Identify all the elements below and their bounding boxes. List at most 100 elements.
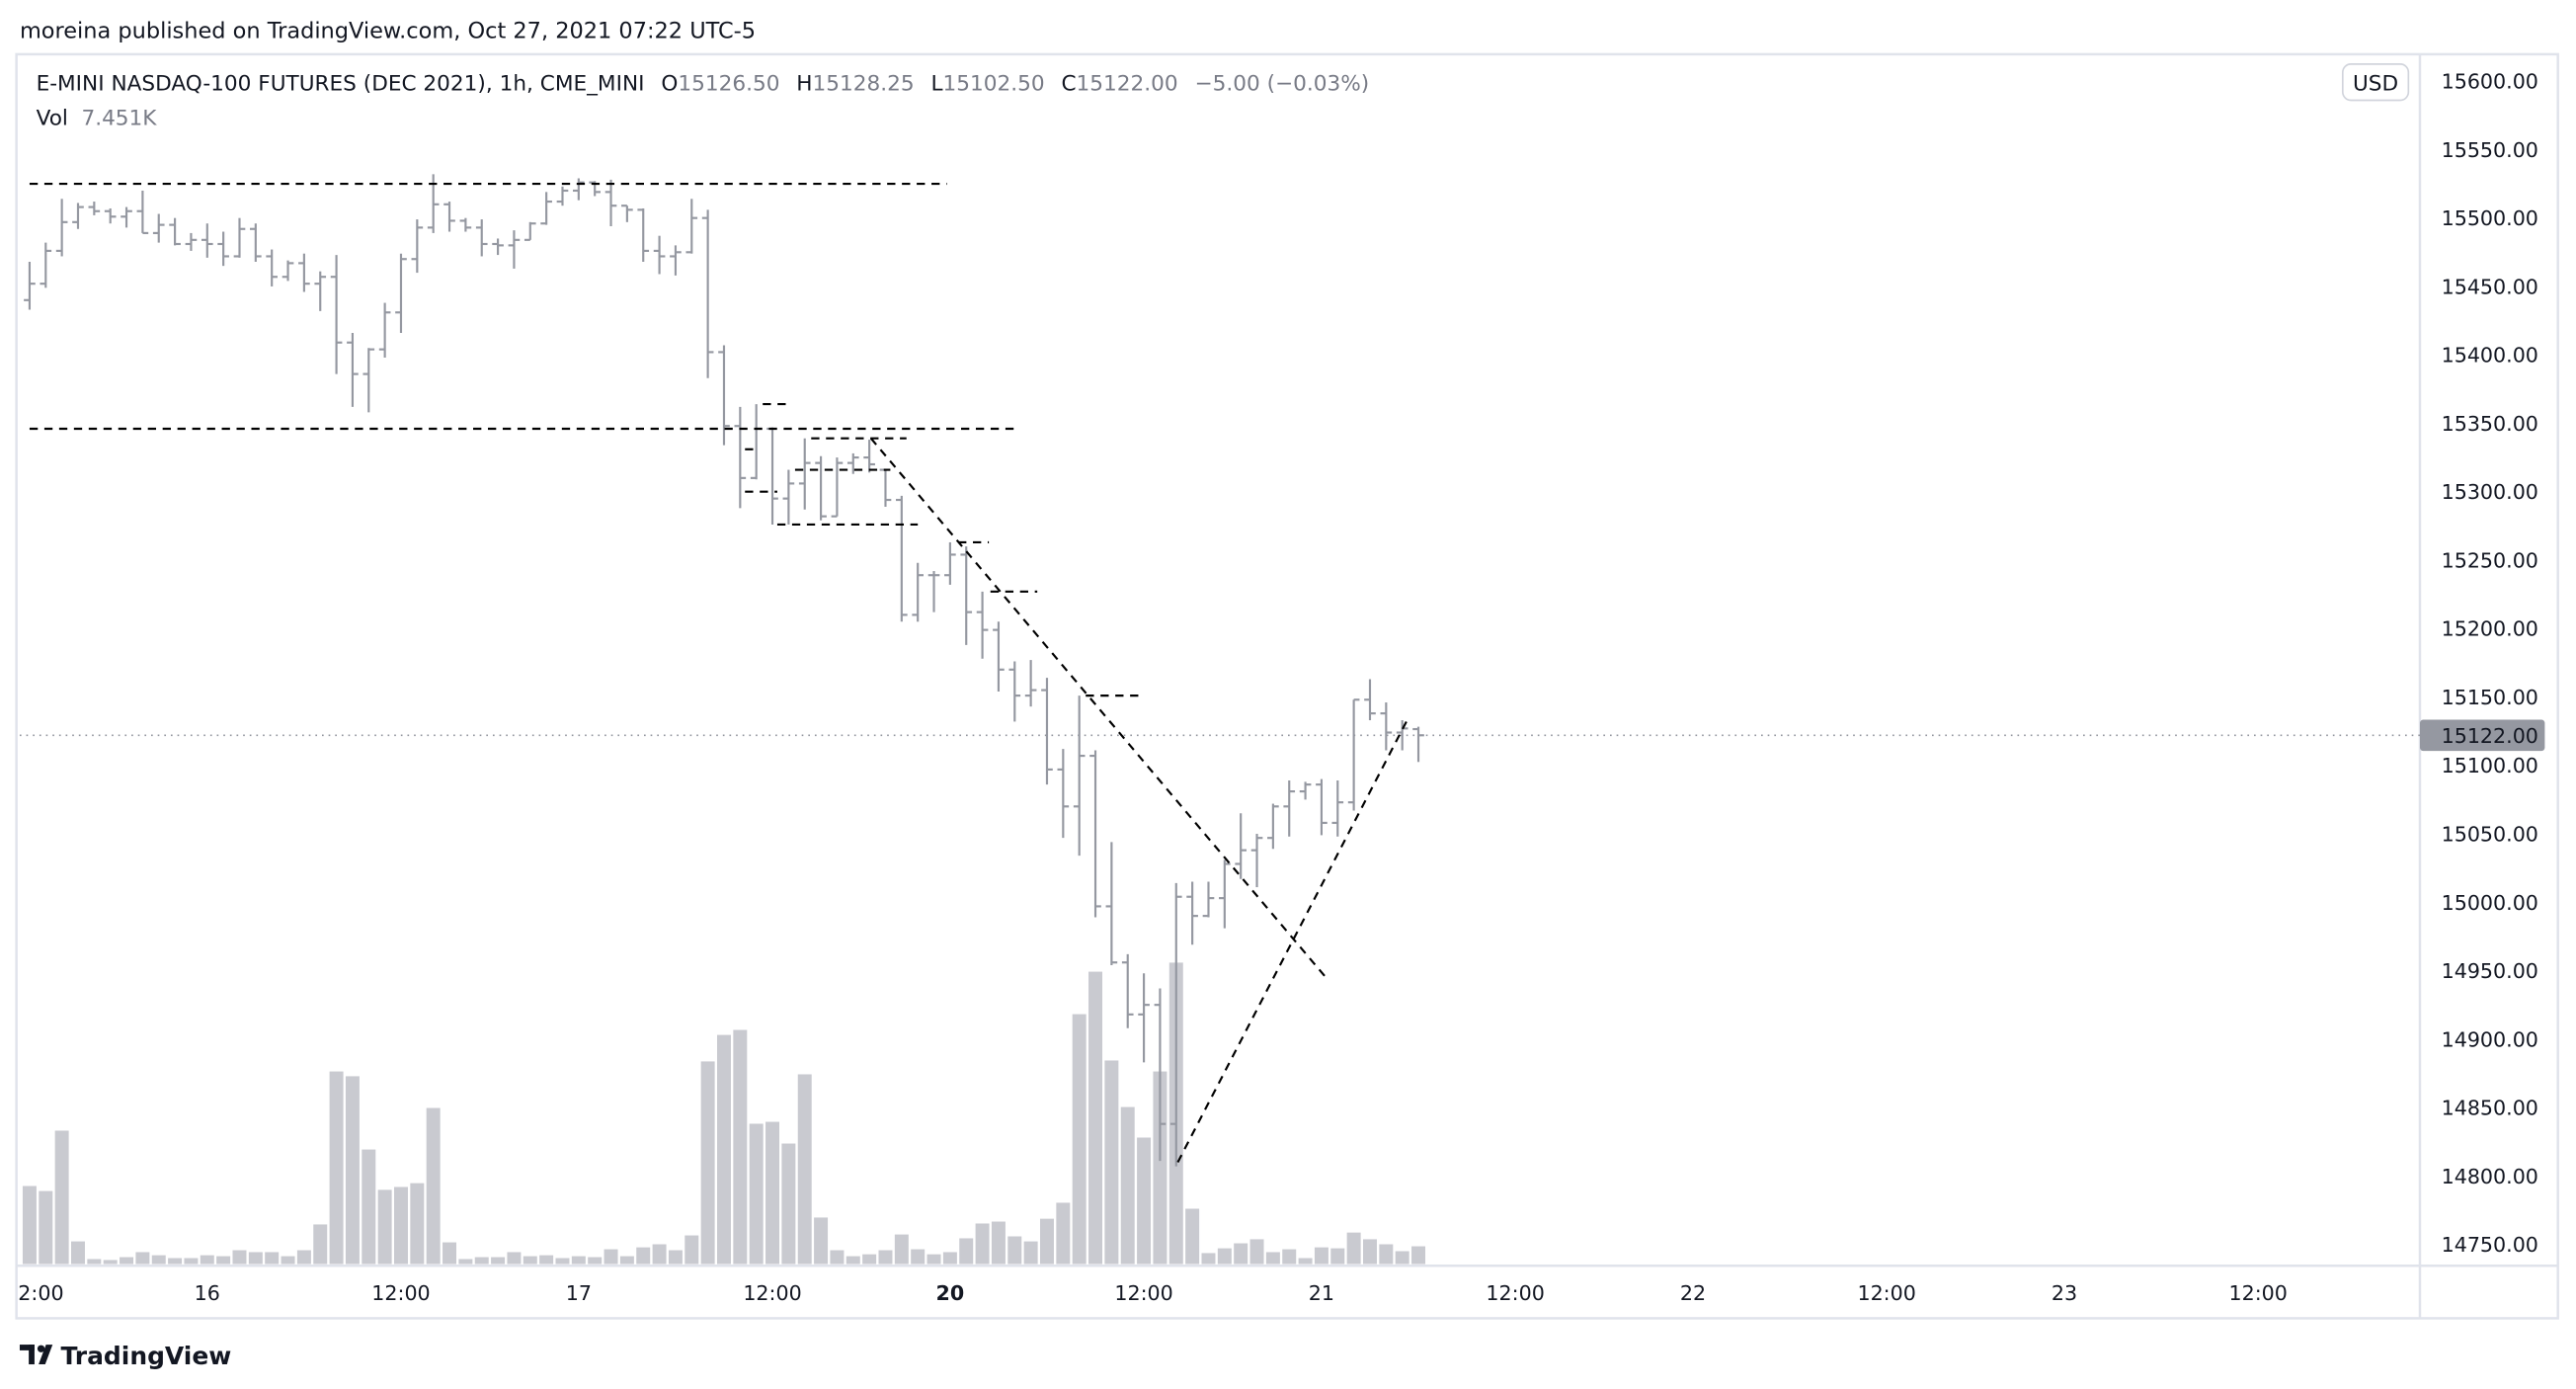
price-bar[interactable] [1154,988,1167,1162]
price-bar[interactable] [540,192,552,225]
price-bar[interactable] [121,206,132,228]
price-bar[interactable] [993,621,1005,692]
price-bar[interactable] [927,571,940,613]
price-bar[interactable] [1089,750,1101,918]
price-bar[interactable] [798,438,811,510]
time-tick-label: 12:00 [743,1281,801,1305]
price-bar[interactable] [362,348,375,413]
currency-label[interactable]: USD [2353,72,2398,97]
price-bar[interactable] [330,255,343,374]
price-bar[interactable] [1235,813,1248,879]
price-bar[interactable] [782,469,795,525]
price-tick-label: 14800.00 [2442,1165,2538,1188]
price-bar[interactable] [347,333,359,407]
price-bar[interactable] [411,219,424,274]
price-bar[interactable] [1331,779,1344,837]
price-bar[interactable] [88,202,101,215]
price-bar[interactable] [1347,698,1360,811]
price-bar[interactable] [378,302,391,358]
price-bar[interactable] [1138,973,1150,1063]
price-bar[interactable] [1202,881,1215,918]
price-bar[interactable] [492,238,504,256]
price-bar[interactable] [298,253,310,292]
price-bar[interactable] [846,452,859,474]
volume-bar [765,1121,780,1265]
price-bar[interactable] [282,260,294,282]
price-bar[interactable] [459,217,472,232]
trend-line[interactable] [1176,719,1409,1163]
price-bar[interactable] [685,199,698,254]
price-series[interactable] [24,174,1424,1167]
price-bar[interactable] [185,232,198,251]
drawings[interactable] [29,182,1409,1163]
price-bar[interactable] [104,207,117,224]
price-bar[interactable] [573,178,585,201]
price-bar[interactable] [217,231,229,267]
currency-button[interactable]: USD [2341,63,2410,102]
price-bar[interactable] [1219,859,1231,929]
price-bar[interactable] [896,495,908,622]
price-bar[interactable] [136,190,149,234]
price-bar[interactable] [912,562,925,622]
time-axis[interactable]: 2:00 16 12:00 17 12:00 20 12:00 21 12:00 22 12:00 2… [18,1281,2288,1305]
price-bar[interactable] [1267,803,1279,850]
price-bar[interactable] [250,223,262,263]
symbol-title[interactable]: E-MINI NASDAQ-100 FUTURES (DEC 2021), 1h… [37,72,645,97]
price-bar[interactable] [233,217,246,258]
price-bar[interactable] [72,203,84,229]
price-bar[interactable] [24,262,36,310]
price-bar[interactable] [1024,660,1037,707]
price-bar[interactable] [815,455,827,521]
volume-bar [1234,1243,1248,1265]
price-bar[interactable] [831,457,844,518]
price-bar[interactable] [508,230,521,269]
price-bar[interactable] [1041,678,1053,785]
price-bar[interactable] [1057,749,1070,839]
price-bar[interactable] [1412,726,1424,763]
price-bar[interactable] [169,217,181,246]
price-bar[interactable] [960,546,973,645]
price-bar[interactable] [1250,834,1263,888]
price-bar[interactable] [1186,881,1198,945]
price-bar[interactable] [653,235,666,275]
price-tick-label: 15300.00 [2442,480,2538,504]
price-bar[interactable] [863,440,875,473]
price-bar[interactable] [621,204,633,222]
price-bar[interactable] [1380,702,1393,751]
price-bar[interactable] [670,245,682,276]
price-bar[interactable] [1316,778,1328,836]
price-bar[interactable] [556,186,569,206]
price-bar[interactable] [395,253,407,334]
price-bar[interactable] [523,221,536,241]
price-bar[interactable] [734,406,747,509]
price-bar[interactable] [55,199,68,257]
time-tick-label: 12:00 [1486,1281,1544,1305]
volume-bar [845,1256,860,1265]
price-bar[interactable] [1283,779,1296,837]
price-axis[interactable]: 15600.00 15550.00 15500.00 15450.00 15400.00… [2442,70,2538,1257]
volume-label[interactable]: Vol [37,106,68,130]
volume-bar [1007,1236,1022,1265]
price-bar[interactable] [201,223,213,258]
price-bar[interactable] [944,541,956,585]
price-bar[interactable] [1008,661,1021,722]
price-bar[interactable] [1299,781,1312,800]
price-bar[interactable] [266,249,279,286]
price-bar[interactable] [314,271,327,311]
tradingview-logo[interactable]: TradingView [19,1342,231,1370]
price-bar[interactable] [637,207,650,263]
price-bar[interactable] [443,202,455,232]
price-bar[interactable] [475,219,488,257]
price-bar[interactable] [604,179,617,226]
price-bar[interactable] [701,209,714,378]
price-bar[interactable] [1073,695,1086,857]
price-bar[interactable] [152,213,165,243]
price-bar[interactable] [1121,953,1134,1028]
price-bar[interactable] [976,591,989,659]
price-bar[interactable] [1364,679,1376,721]
price-bar[interactable] [40,242,52,288]
price-bar[interactable] [1169,882,1182,1167]
price-bar[interactable] [718,345,730,446]
price-bar[interactable] [1105,842,1118,965]
